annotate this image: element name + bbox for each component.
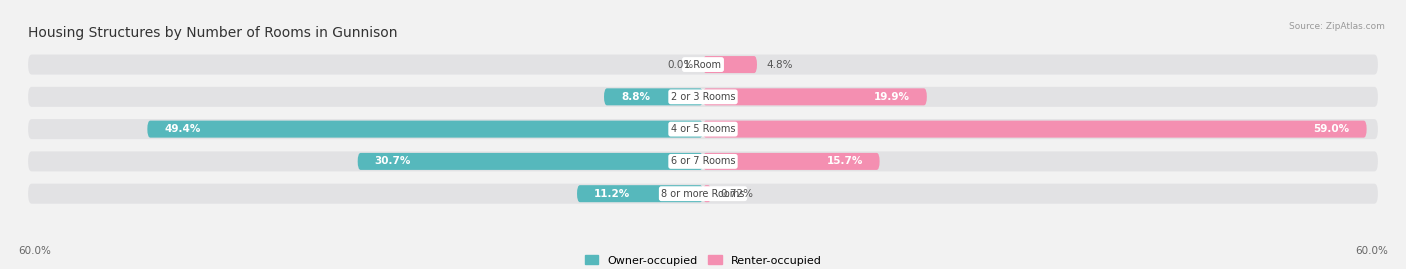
Text: 8 or more Rooms: 8 or more Rooms <box>661 189 745 199</box>
Text: 0.72%: 0.72% <box>720 189 754 199</box>
Text: 2 or 3 Rooms: 2 or 3 Rooms <box>671 92 735 102</box>
Text: 49.4%: 49.4% <box>165 124 201 134</box>
FancyBboxPatch shape <box>357 153 703 170</box>
Text: 30.7%: 30.7% <box>374 156 411 167</box>
FancyBboxPatch shape <box>703 56 756 73</box>
Text: 15.7%: 15.7% <box>827 156 863 167</box>
FancyBboxPatch shape <box>28 184 1378 204</box>
Text: 11.2%: 11.2% <box>593 189 630 199</box>
FancyBboxPatch shape <box>703 88 927 105</box>
Text: 8.8%: 8.8% <box>621 92 650 102</box>
FancyBboxPatch shape <box>28 119 1378 139</box>
FancyBboxPatch shape <box>148 121 703 138</box>
Text: 19.9%: 19.9% <box>875 92 910 102</box>
Text: 0.0%: 0.0% <box>668 59 695 70</box>
Text: 6 or 7 Rooms: 6 or 7 Rooms <box>671 156 735 167</box>
Text: Housing Structures by Number of Rooms in Gunnison: Housing Structures by Number of Rooms in… <box>28 26 398 40</box>
Text: 4.8%: 4.8% <box>766 59 793 70</box>
FancyBboxPatch shape <box>605 88 703 105</box>
Text: 4 or 5 Rooms: 4 or 5 Rooms <box>671 124 735 134</box>
Text: Source: ZipAtlas.com: Source: ZipAtlas.com <box>1289 22 1385 30</box>
FancyBboxPatch shape <box>28 151 1378 171</box>
Text: 1 Room: 1 Room <box>685 59 721 70</box>
FancyBboxPatch shape <box>703 185 711 202</box>
Text: 59.0%: 59.0% <box>1313 124 1350 134</box>
FancyBboxPatch shape <box>703 153 880 170</box>
Text: 60.0%: 60.0% <box>18 246 51 256</box>
FancyBboxPatch shape <box>703 121 1367 138</box>
FancyBboxPatch shape <box>576 185 703 202</box>
FancyBboxPatch shape <box>28 87 1378 107</box>
FancyBboxPatch shape <box>28 55 1378 75</box>
Text: 60.0%: 60.0% <box>1355 246 1388 256</box>
Legend: Owner-occupied, Renter-occupied: Owner-occupied, Renter-occupied <box>585 256 821 266</box>
